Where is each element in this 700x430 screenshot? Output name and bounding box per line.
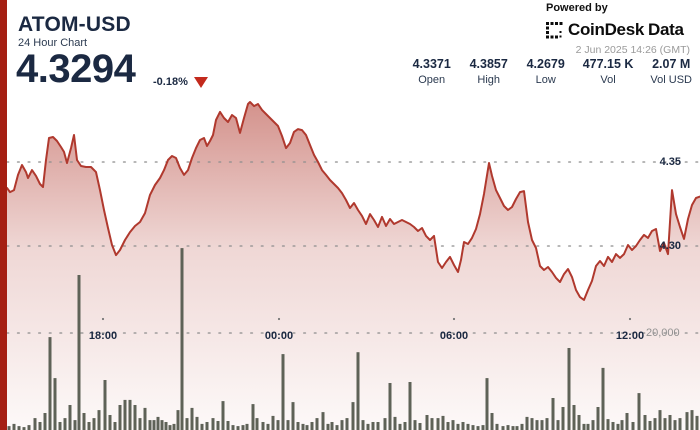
volume-axis-label: 20,000 [646,327,680,339]
price-change-percent: -0.18% [153,76,188,88]
stat-vol: 477.15 K Vol [583,57,634,86]
current-price: 4.3294 [16,47,136,91]
stat-low: 4.2679 Low [526,57,566,86]
coindesk-brand-suffix: Data [648,20,684,39]
stat-low-value: 4.2679 [526,57,565,71]
stat-open-label: Open [418,74,446,86]
x-axis-time-label: 18:00 [88,330,118,342]
stat-high-label: High [477,74,500,86]
coindesk-brand[interactable]: CoinDesk Data [546,20,690,40]
x-axis-time-label: 06:00 [439,330,469,342]
stat-vol-value: 477.15 K [582,57,634,71]
chart-subtitle: 24 Hour Chart [18,37,88,49]
stat-open: 4.3371 Open [412,57,452,86]
y-axis-price-label: 4.30 [659,240,681,252]
price-down-triangle-icon [194,77,208,88]
stat-vol-label: Vol [600,74,616,86]
stat-high: 4.3857 High [469,57,509,86]
x-axis-time-label: 00:00 [264,330,294,342]
stat-high-value: 4.3857 [469,57,508,71]
stat-open-value: 4.3371 [412,57,451,71]
stat-vol-usd: 2.07 M Vol USD [650,57,692,86]
x-axis-time-label: 12:00 [615,330,645,342]
stat-vol-usd-value: 2.07 M [652,57,691,71]
accent-bar [0,0,7,430]
powered-by-label: Powered by [546,2,608,14]
y-axis-price-label: 4.35 [659,156,681,168]
stats-row: 4.3371 Open 4.3857 High 4.2679 Low 477.1… [412,57,692,86]
stat-low-label: Low [535,74,556,86]
powered-by-block: Powered by CoinDesk Data 2 Jun 2025 14:2… [546,2,690,56]
timestamp: 2 Jun 2025 14:26 (GMT) [575,44,690,56]
symbol-title: ATOM-USD [18,13,131,36]
coindesk-brand-name: CoinDesk [568,20,645,39]
coindesk-logo-icon [546,21,563,38]
stat-vol-usd-label: Vol USD [650,74,692,86]
